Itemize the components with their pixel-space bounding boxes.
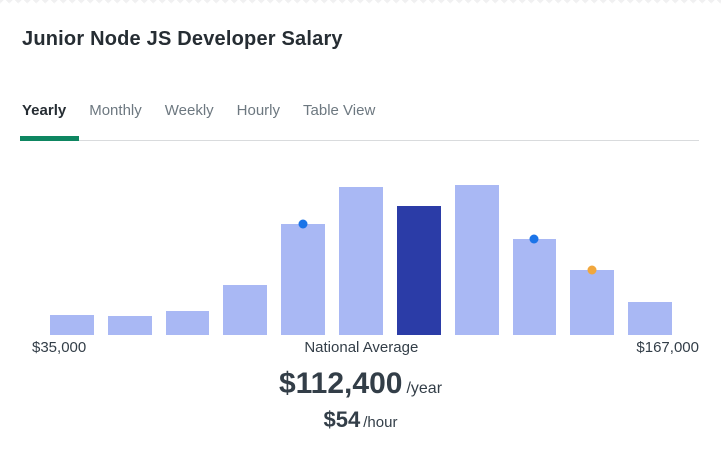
histogram-bar[interactable] [454, 185, 499, 335]
hourly-salary-value: $54 [323, 407, 361, 432]
page-title: Junior Node JS Developer Salary [22, 28, 343, 50]
yearly-salary-value: $112,400 [278, 367, 403, 400]
histogram-bar[interactable] [512, 234, 557, 335]
tab-table-view[interactable]: Table View [303, 102, 376, 119]
histogram-bar[interactable] [223, 285, 268, 335]
torn-edge-decoration [0, 0, 721, 4]
histogram-bar[interactable] [107, 316, 152, 335]
yearly-salary-unit: /year [406, 380, 443, 397]
blue-percentile-dot [529, 234, 539, 244]
salary-histogram: $35,000 National Average $167,000 [22, 185, 699, 357]
histogram-bars [50, 185, 672, 335]
axis-center-label: National Average [304, 339, 419, 356]
tab-yearly[interactable]: Yearly [19, 102, 80, 141]
histogram-bar[interactable] [165, 311, 210, 335]
tab-bar: Yearly Monthly Weekly Hourly Table View [19, 51, 699, 141]
histogram-bar[interactable] [50, 315, 94, 335]
histogram-bar[interactable] [570, 265, 615, 335]
tab-hourly[interactable]: Hourly [236, 102, 281, 119]
histogram-bar[interactable] [339, 187, 383, 335]
yearly-salary-line: $112,400/year [0, 367, 721, 406]
bar-national-average[interactable] [396, 206, 441, 335]
histogram-bar[interactable] [281, 219, 326, 335]
tab-monthly[interactable]: Monthly [89, 102, 142, 119]
x-axis-labels: $35,000 National Average $167,000 [22, 335, 699, 357]
axis-min-label: $35,000 [32, 339, 87, 356]
blue-percentile-dot [298, 219, 308, 229]
salary-widget: Junior Node JS Developer Salary Yearly Mo… [0, 0, 721, 436]
hourly-salary-unit: /hour [363, 414, 398, 431]
hourly-salary-line: $54/hour [0, 407, 721, 436]
histogram-bar[interactable] [628, 302, 672, 335]
axis-max-label: $167,000 [636, 339, 699, 356]
orange-percentile-dot [587, 265, 597, 275]
salary-summary: $112,400/year $54/hour [0, 367, 721, 436]
tab-weekly[interactable]: Weekly [164, 102, 214, 119]
